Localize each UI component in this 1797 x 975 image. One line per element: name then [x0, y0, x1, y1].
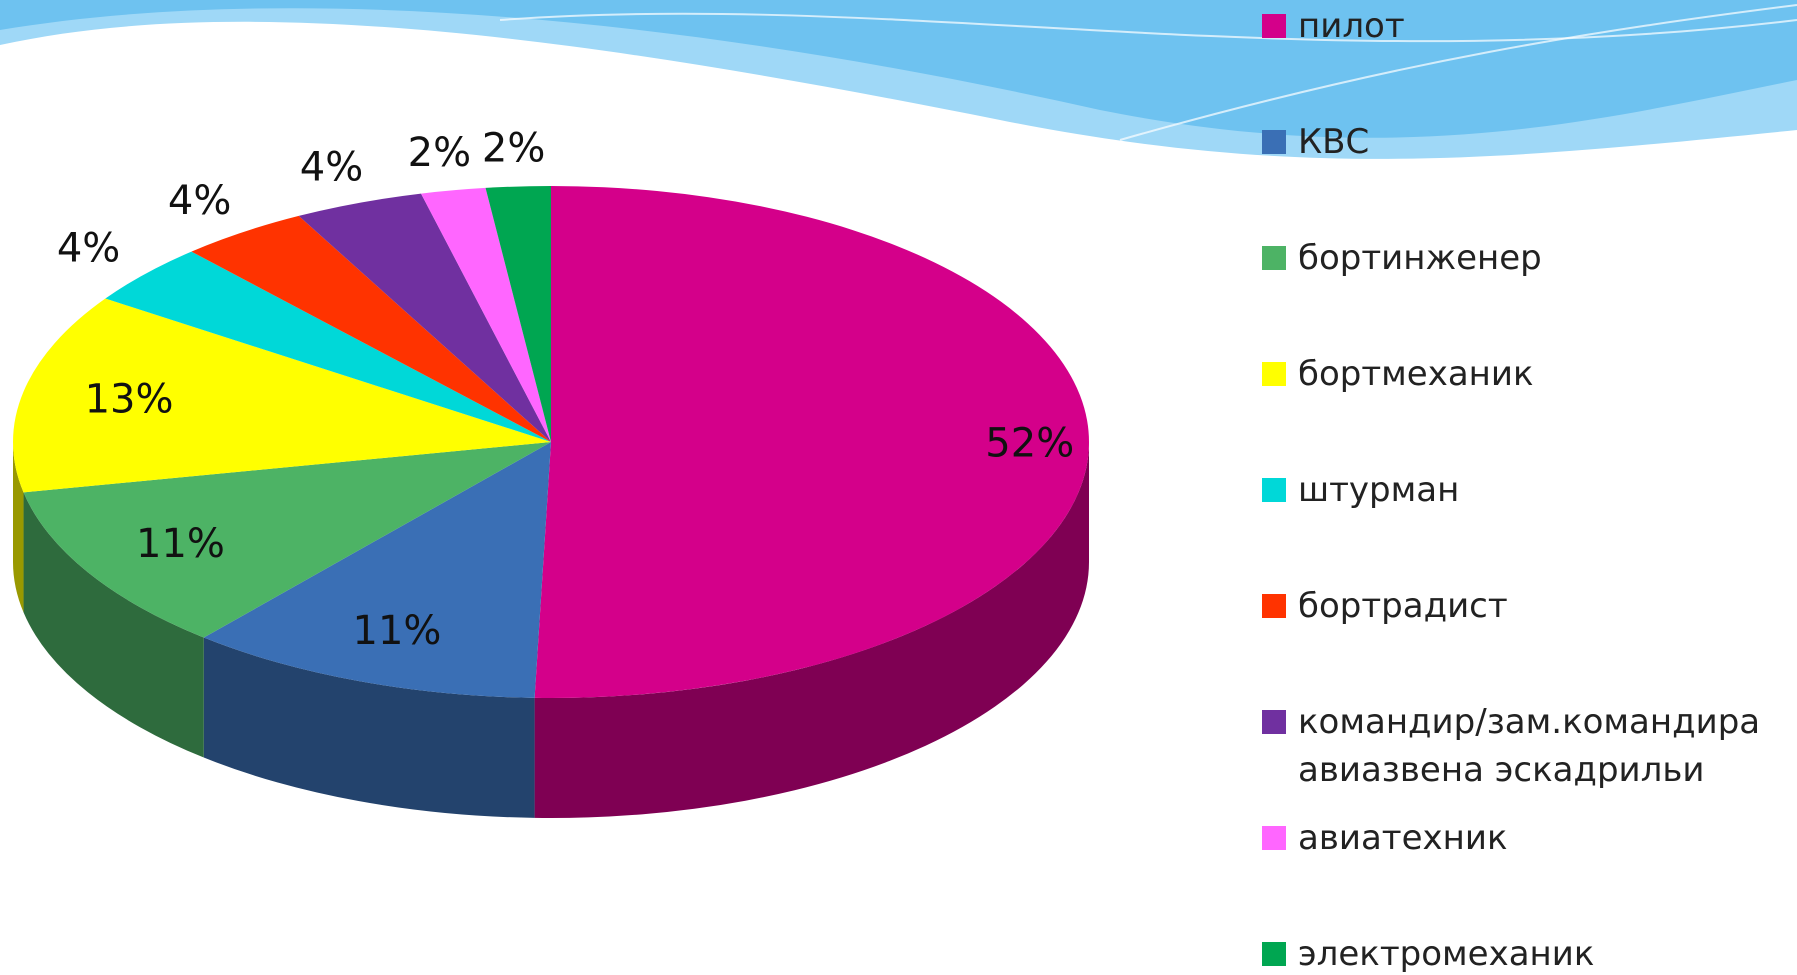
legend-item: авиатехник: [1262, 814, 1788, 862]
legend-label: КВС: [1298, 118, 1788, 166]
legend-label: штурман: [1298, 466, 1788, 514]
legend-item: бортмеханик: [1262, 350, 1788, 398]
legend-item: бортрадист: [1262, 582, 1788, 630]
legend-swatch: [1262, 826, 1286, 850]
value-label: 11%: [136, 521, 225, 567]
value-label: 2%: [482, 126, 545, 172]
page: 52% 11% 11% 13% 4% 4% 4% 2%2% пилот КВС бортинжен…: [0, 0, 1797, 975]
legend-label: электромеханик: [1298, 930, 1788, 975]
legend-label: бортрадист: [1298, 582, 1788, 630]
legend-swatch: [1262, 246, 1286, 270]
legend-swatch: [1262, 478, 1286, 502]
legend-item: электромеханик: [1262, 930, 1788, 975]
legend-swatch: [1262, 130, 1286, 154]
value-label: 4%: [168, 178, 231, 224]
legend-item: пилот: [1262, 2, 1788, 50]
legend-item: штурман: [1262, 466, 1788, 514]
legend-item: командир/зам.командира авиазвена эскадри…: [1262, 698, 1788, 794]
legend-label: пилот: [1298, 2, 1788, 50]
value-label: 13%: [85, 377, 174, 423]
legend-swatch: [1262, 362, 1286, 386]
legend-swatch: [1262, 594, 1286, 618]
legend-label: бортмеханик: [1298, 350, 1788, 398]
pie: 52% 11% 11% 13% 4% 4% 4% 2%2%: [13, 126, 1089, 818]
legend-label: командир/зам.командира авиазвена эскадри…: [1298, 698, 1788, 794]
legend-swatch: [1262, 710, 1286, 734]
legend-item: КВС: [1262, 118, 1788, 166]
value-label: 52%: [985, 420, 1074, 466]
legend-swatch: [1262, 14, 1286, 38]
legend-swatch: [1262, 942, 1286, 966]
value-label: 2%: [408, 130, 471, 176]
legend-label: бортинженер: [1298, 234, 1788, 282]
value-label: 4%: [57, 225, 120, 271]
value-label: 4%: [300, 144, 363, 190]
legend-item: бортинженер: [1262, 234, 1788, 282]
value-label: 11%: [353, 608, 442, 654]
legend-label: авиатехник: [1298, 814, 1788, 862]
